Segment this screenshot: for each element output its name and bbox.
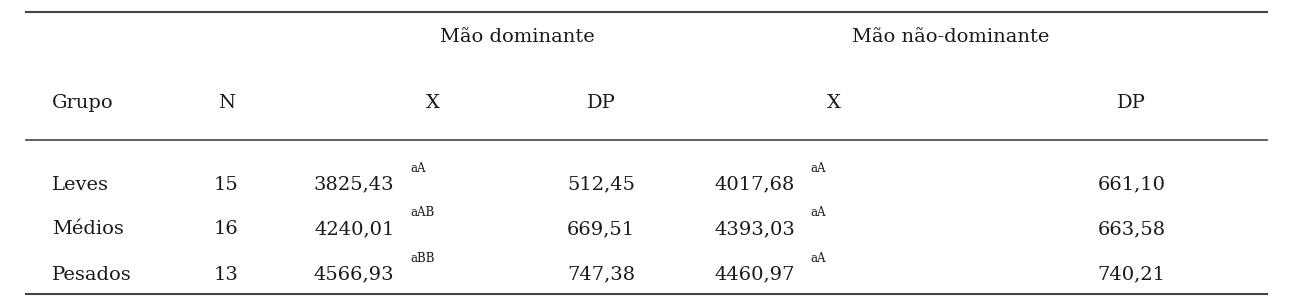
Text: aA: aA — [410, 161, 425, 175]
Text: 16: 16 — [213, 220, 239, 238]
Text: Médios: Médios — [52, 220, 124, 238]
Text: 740,21: 740,21 — [1098, 266, 1165, 284]
Text: Mão dominante: Mão dominante — [440, 28, 595, 46]
Text: Grupo: Grupo — [52, 94, 114, 112]
Text: 661,10: 661,10 — [1098, 176, 1165, 194]
Text: Pesados: Pesados — [52, 266, 132, 284]
Text: 4017,68: 4017,68 — [715, 176, 795, 194]
Text: aAB: aAB — [410, 206, 434, 220]
Text: 747,38: 747,38 — [568, 266, 635, 284]
Text: 669,51: 669,51 — [568, 220, 635, 238]
Text: aA: aA — [811, 161, 826, 175]
Text: 15: 15 — [213, 176, 239, 194]
Text: DP: DP — [587, 94, 615, 112]
Text: 663,58: 663,58 — [1098, 220, 1165, 238]
Text: Mão não-dominante: Mão não-dominante — [852, 28, 1049, 46]
Text: 4240,01: 4240,01 — [314, 220, 394, 238]
Text: aBB: aBB — [410, 251, 434, 265]
Text: 4393,03: 4393,03 — [714, 220, 795, 238]
Text: DP: DP — [1117, 94, 1146, 112]
Text: 4460,97: 4460,97 — [715, 266, 795, 284]
Text: aA: aA — [811, 251, 826, 265]
Text: 3825,43: 3825,43 — [314, 176, 394, 194]
Text: N: N — [217, 94, 235, 112]
Text: 13: 13 — [213, 266, 239, 284]
Text: X: X — [427, 94, 440, 112]
Text: Leves: Leves — [52, 176, 109, 194]
Text: 512,45: 512,45 — [568, 176, 635, 194]
Text: 4566,93: 4566,93 — [314, 266, 394, 284]
Text: aA: aA — [811, 206, 826, 220]
Text: X: X — [828, 94, 840, 112]
